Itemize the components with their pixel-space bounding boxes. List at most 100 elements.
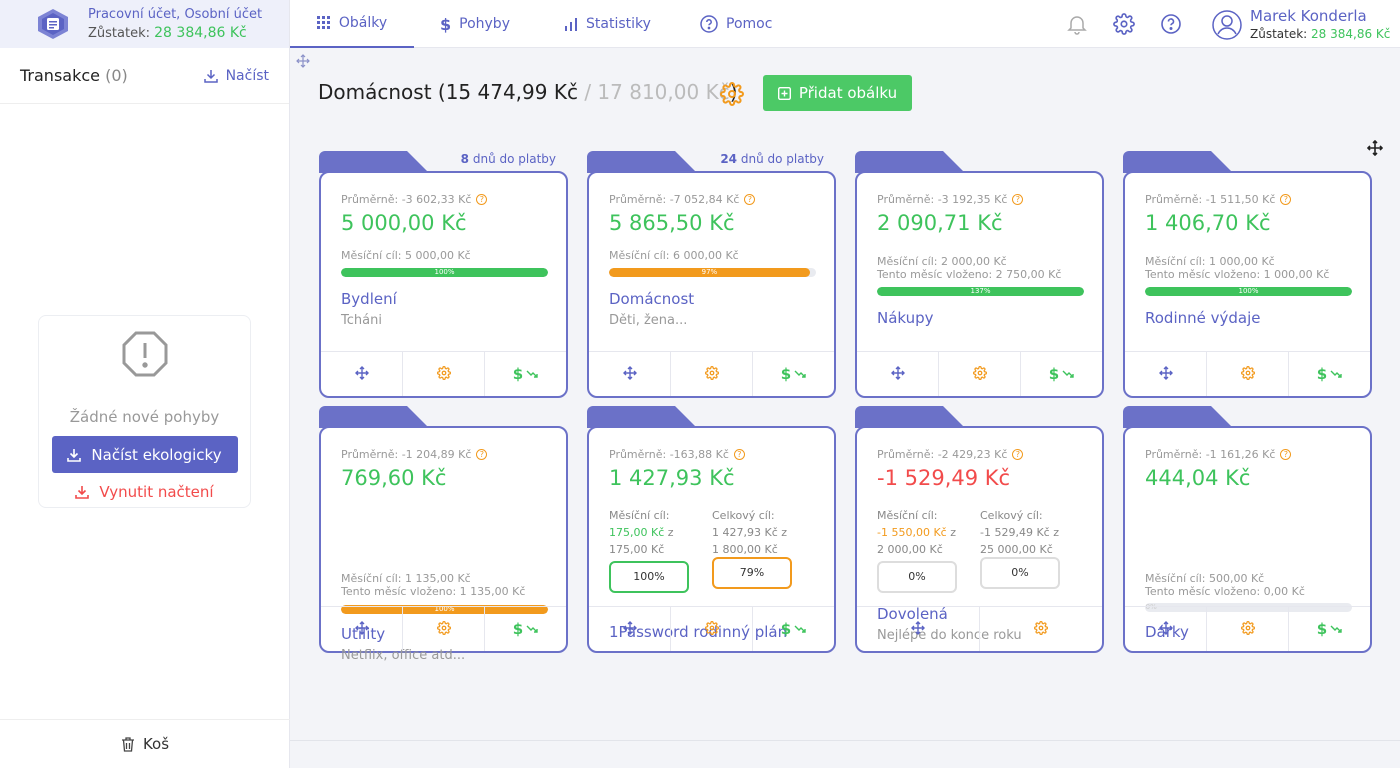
envelope-settings-button[interactable]: [671, 352, 753, 396]
average-text: Průměrně: -2 429,23 Kč: [877, 448, 1008, 461]
envelope-tab: [587, 406, 697, 428]
transactions-title: Transakce (0): [20, 66, 128, 85]
info-icon[interactable]: ?: [1280, 194, 1292, 205]
transfer-money-button[interactable]: $: [753, 352, 834, 396]
transfer-money-button[interactable]: $: [1021, 352, 1102, 396]
transfer-money-button[interactable]: $: [485, 352, 566, 396]
move-envelope-button[interactable]: [1125, 607, 1207, 651]
gear-icon: [1240, 620, 1255, 639]
envelope-name: Bydlení: [341, 290, 397, 308]
envelope-tab: [319, 406, 429, 428]
trash-label: Koš: [142, 735, 170, 753]
envelope-body: Průměrně: -1 204,89 Kč? 769,60 Kč Měsíční …: [319, 426, 568, 663]
transfer-money-button[interactable]: $: [1289, 607, 1370, 651]
average-text: Průměrně: -163,88 Kč: [609, 448, 729, 461]
envelope-settings-button[interactable]: [939, 352, 1021, 396]
envelope-card[interactable]: Průměrně: -1 511,50 Kč? 1 406,70 Kč Měsíčn…: [1123, 151, 1372, 398]
group-settings-gear-icon[interactable]: [720, 82, 744, 106]
add-envelope-button[interactable]: Přidat obálku: [763, 75, 912, 111]
envelope-settings-button[interactable]: [403, 352, 485, 396]
tab-help[interactable]: Pomoc: [700, 0, 772, 48]
transactions-title-text: Transakce: [20, 66, 100, 85]
average-text: Průměrně: -1 161,26 Kč: [1145, 448, 1276, 461]
envelope-description: Netflix, office atd...: [341, 648, 466, 663]
load-eco-button[interactable]: Načíst ekologicky: [51, 436, 238, 473]
total-goal-of: z: [777, 526, 788, 539]
account-selector[interactable]: Pracovní účet, Osobní účet Zůstatek: 28 …: [0, 0, 289, 48]
average-spending: Průměrně: -3 602,33 Kč?: [341, 193, 488, 206]
plus-square-icon: [777, 86, 791, 100]
envelope-settings-button[interactable]: [671, 607, 753, 651]
user-menu[interactable]: Marek Konderla Zůstatek: 28 384,86 Kč: [1212, 7, 1390, 43]
envelope-settings-button[interactable]: [1207, 607, 1289, 651]
envelope-settings-button[interactable]: [403, 607, 485, 651]
envelope-card[interactable]: Průměrně: -1 204,89 Kč? 769,60 Kč Měsíční …: [319, 406, 568, 663]
envelope-actions: [857, 606, 1102, 651]
move-envelope-button[interactable]: [857, 607, 980, 651]
envelope-card[interactable]: Průměrně: -2 429,23 Kč? -1 529,49 Kč Měsíč…: [855, 406, 1104, 653]
envelope-tab: [587, 151, 697, 173]
envelope-amount: -1 529,49 Kč: [877, 466, 1011, 490]
page-title-slash: /: [577, 80, 598, 104]
envelope-card[interactable]: Průměrně: -163,88 Kč? 1 427,93 Kč Měsíční …: [587, 406, 836, 653]
envelope-actions: $: [589, 351, 834, 396]
move-icon[interactable]: [1367, 140, 1383, 156]
info-icon[interactable]: ?: [1280, 449, 1292, 460]
trash-button[interactable]: Koš: [0, 719, 290, 768]
envelope-tab: [1123, 406, 1233, 428]
monthly-goal-total: 175,00 Kč: [609, 543, 665, 556]
envelope-settings-button[interactable]: [980, 607, 1102, 651]
main-content: Domácnost (15 474,99 Kč / 17 810,00 Kč) …: [290, 48, 1400, 768]
envelope-card[interactable]: Průměrně: -3 192,35 Kč? 2 090,71 Kč Měsíčn…: [855, 151, 1104, 398]
info-icon[interactable]: ?: [744, 194, 756, 205]
info-icon[interactable]: ?: [476, 449, 488, 460]
tab-movements[interactable]: $ Pohyby: [440, 0, 510, 48]
grid-icon: [316, 16, 330, 29]
transfer-money-button[interactable]: $: [753, 607, 834, 651]
envelope-card[interactable]: 24 dnů do platby Průměrně: -7 052,84 Kč? 5…: [587, 151, 836, 398]
move-icon[interactable]: [296, 54, 310, 68]
envelope-card[interactable]: Průměrně: -1 161,26 Kč? 444,04 Kč Měsíční …: [1123, 406, 1372, 653]
gear-icon: [436, 620, 451, 639]
progress-fill: 100%: [341, 605, 548, 614]
info-icon[interactable]: ?: [1012, 194, 1024, 205]
envelope-body: Průměrně: -2 429,23 Kč? -1 529,49 Kč Měsíč…: [855, 426, 1104, 653]
gear-icon: [704, 365, 719, 384]
move-icon: [890, 365, 905, 384]
envelope-settings-button[interactable]: [1207, 352, 1289, 396]
move-envelope-button[interactable]: [589, 352, 671, 396]
force-load-button[interactable]: Vynutit načtení: [39, 483, 250, 501]
days-to-payment: 8 dnů do platby: [461, 152, 556, 166]
move-envelope-button[interactable]: [321, 607, 403, 651]
info-icon[interactable]: ?: [476, 194, 488, 205]
tab-statistics[interactable]: Statistiky: [564, 0, 651, 48]
envelope-card[interactable]: 8 dnů do platby Průměrně: -3 602,33 Kč? 5 …: [319, 151, 568, 398]
move-envelope-button[interactable]: [589, 607, 671, 651]
transfer-money-button[interactable]: $: [1289, 352, 1370, 396]
envelope-actions: $: [589, 606, 834, 651]
tab-envelopes[interactable]: Obálky: [290, 0, 414, 48]
monthly-goal: Měsíční cíl: 500,00 Kč Tento měsíc vložen…: [1145, 572, 1305, 598]
envelope-actions: $: [857, 351, 1102, 396]
total-goal-label: Celkový cíl:: [712, 509, 775, 522]
page-title-main: Domácnost (15 474,99 Kč: [318, 80, 578, 104]
total-goal-value: 1 427,93 Kč: [712, 526, 778, 539]
monthly-goal-label: Měsíční cíl:: [609, 509, 670, 522]
info-icon[interactable]: ?: [1012, 449, 1024, 460]
move-envelope-button[interactable]: [321, 352, 403, 396]
move-envelope-button[interactable]: [1125, 352, 1207, 396]
monthly-goal-value: -1 550,00 Kč: [877, 526, 947, 539]
move-envelope-button[interactable]: [857, 352, 939, 396]
transfer-money-button[interactable]: $: [485, 607, 566, 651]
info-icon[interactable]: ?: [733, 449, 745, 460]
dollar-transfer-icon: $: [1049, 365, 1074, 383]
envelope-amount: 1 427,93 Kč: [609, 466, 735, 490]
monthly-goal-column: Měsíční cíl: 175,00 Kč z 175,00 Kč: [609, 507, 674, 558]
gear-icon: [704, 620, 719, 639]
monthly-deposit-text: Tento měsíc vloženo: 2 750,00 Kč: [877, 268, 1062, 281]
notification-bell-icon[interactable]: [1066, 13, 1088, 35]
load-transactions-button[interactable]: Načíst: [203, 68, 269, 84]
empty-text: Žádné nové pohyby: [69, 408, 220, 426]
help-icon[interactable]: [1160, 13, 1182, 35]
settings-gear-icon[interactable]: [1113, 13, 1135, 35]
